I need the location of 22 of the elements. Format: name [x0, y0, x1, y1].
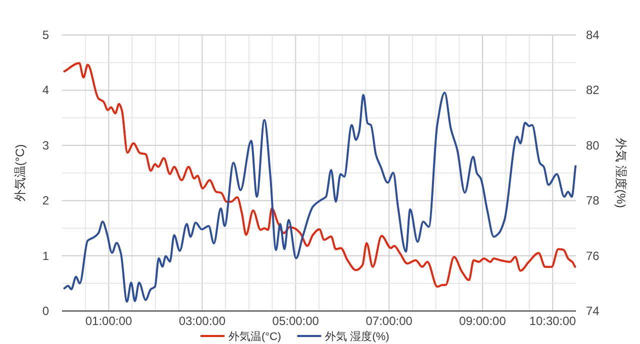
y2-tick-label: 74: [586, 304, 600, 318]
legend-label: 外気 湿度(%): [325, 330, 390, 343]
legend-label: 外気温(°C): [228, 331, 282, 343]
y2-tick-label: 84: [586, 28, 600, 42]
x-tick-label: 10:30:00: [529, 314, 576, 328]
y-axis-title: 外気温(°C): [13, 144, 27, 202]
y2-tick-label: 80: [586, 138, 600, 152]
x-tick-label: 07:00:00: [366, 314, 413, 328]
x-tick-label: 09:00:00: [459, 314, 506, 328]
x-tick-label: 03:00:00: [178, 314, 226, 328]
y-tick-label: 2: [42, 194, 50, 208]
y2-tick-label: 78: [586, 194, 600, 208]
y-tick-label: 1: [42, 248, 50, 263]
x-tick-label: 05:00:00: [272, 314, 320, 328]
y2-tick-label: 82: [586, 83, 600, 98]
y-tick-label: 5: [42, 28, 50, 42]
y2-axis-title: 外気 湿度(%): [614, 138, 628, 208]
y-tick-label: 0: [42, 304, 50, 318]
y-tick-label: 3: [42, 138, 50, 152]
y-tick-label: 4: [42, 83, 50, 98]
x-tick-label: 01:00:00: [85, 314, 132, 328]
y2-tick-label: 76: [586, 248, 600, 263]
